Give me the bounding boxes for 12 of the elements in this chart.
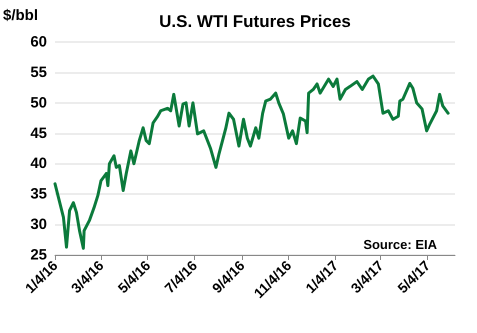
- y-tick-label: 55: [30, 64, 47, 81]
- y-tick-label: 50: [30, 94, 47, 112]
- annotation: Source: EIA: [363, 237, 438, 252]
- y-tick-label: 35: [30, 186, 47, 203]
- chart-title: U.S. WTI Futures Prices: [159, 12, 351, 31]
- line-series: [54, 74, 450, 250]
- y-tick-label: 25: [30, 246, 47, 264]
- y-tick-label: 30: [30, 216, 47, 234]
- y-axis-title: $/bbl: [3, 7, 38, 24]
- y-tick-label: 45: [30, 124, 47, 142]
- y-tick-label: 40: [30, 155, 47, 172]
- y-tick-label: 60: [30, 34, 47, 50]
